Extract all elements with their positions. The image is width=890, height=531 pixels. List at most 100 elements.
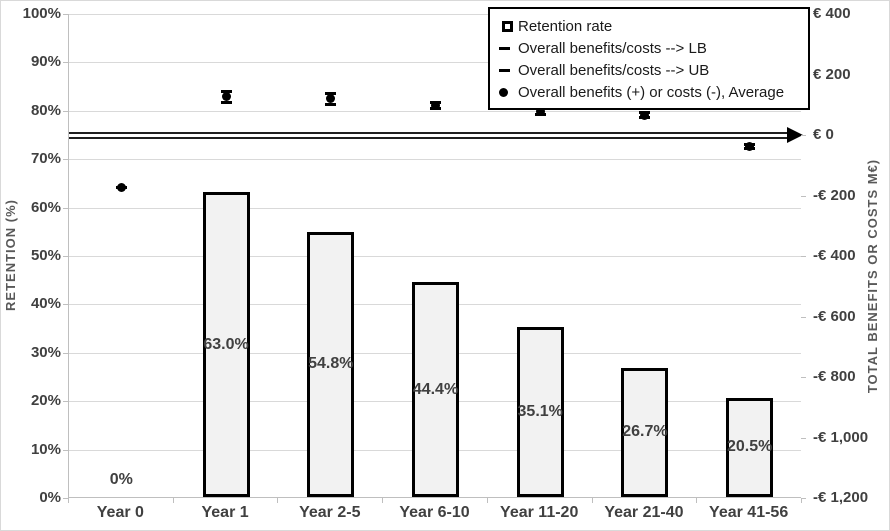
legend-item-retention-rate[interactable]: Retention rate xyxy=(498,15,800,37)
x-axis-tickmark xyxy=(801,498,802,503)
dash-glyph xyxy=(499,68,510,72)
legend: Retention rate Overall benefits/costs -->… xyxy=(488,7,810,110)
right-axis-tickmark xyxy=(801,135,806,136)
left-axis-tickmark xyxy=(63,498,68,499)
left-axis-tick-label: 90% xyxy=(30,53,61,71)
overall-benefits-costs-lb-marker xyxy=(220,100,232,104)
bar-label-year-1: 63.0% xyxy=(203,335,249,353)
right-axis-tick-label: -€ 600 xyxy=(813,307,856,325)
gridline xyxy=(69,62,801,64)
x-axis-label-year-0: Year 0 xyxy=(96,504,144,521)
overall-benefits-or-costs-average-marker xyxy=(221,92,231,102)
x-axis-label-year-21-40: Year 21-40 xyxy=(604,504,684,521)
right-axis-tick-label: -€ 800 xyxy=(813,368,856,385)
x-axis-tickmark xyxy=(382,498,384,503)
overall-benefits-or-costs-average-marker xyxy=(326,94,336,104)
left-axis-title: RETENTION (%) xyxy=(3,198,18,311)
bar-label-year-6-10: 44.4% xyxy=(412,380,459,398)
left-axis-tickmark xyxy=(63,14,68,15)
circle-glyph xyxy=(499,87,508,97)
x-axis-tickmark xyxy=(591,498,593,503)
legend-item-label: Overall benefits/costs --> LB xyxy=(518,39,707,57)
left-axis-tick-label: 70% xyxy=(30,150,61,168)
overall-benefits-or-costs-average-marker xyxy=(535,106,545,116)
bar-year-1[interactable] xyxy=(202,192,250,497)
right-axis-tickmark xyxy=(801,437,806,439)
gridline xyxy=(69,110,801,112)
left-axis-tick-label: 10% xyxy=(30,440,61,458)
x-axis-tickmark xyxy=(277,498,279,503)
dash-marker-icon xyxy=(498,46,518,50)
x-axis-tickmark xyxy=(486,498,488,503)
left-axis-tickmark xyxy=(63,352,68,354)
right-axis-tick-label: -€ 1,000 xyxy=(813,428,869,446)
x-axis-label-year-41-56: Year 41-56 xyxy=(709,504,789,521)
overall-benefits-or-costs-average-marker xyxy=(116,183,126,193)
overall-benefits-or-costs-average-marker xyxy=(431,101,440,111)
left-axis-tickmark xyxy=(63,256,68,257)
right-axis-tickmark xyxy=(801,498,806,499)
right-axis-tick-label: € 400 xyxy=(813,5,851,22)
gridline xyxy=(69,159,801,161)
left-axis-tickmark xyxy=(63,401,68,403)
bar-label-year-2-5: 54.8% xyxy=(308,355,354,373)
bar-label-year-0: 0% xyxy=(109,471,133,488)
x-axis-label-year-2-5: Year 2-5 xyxy=(299,504,361,521)
right-axis-tick-label: -€ 1,200 xyxy=(813,489,869,506)
left-axis-tickmark xyxy=(63,62,68,64)
left-axis-tickmark xyxy=(63,110,68,112)
right-axis-title: TOTAL BENEFITS OR COSTS M€) xyxy=(865,158,880,394)
left-axis-tick-label: 40% xyxy=(30,295,61,313)
right-axis-tick-label: -€ 400 xyxy=(813,247,856,264)
left-axis-tick-label: 100% xyxy=(22,5,61,22)
right-axis-tickmark xyxy=(801,377,806,378)
square-marker-icon xyxy=(498,20,518,32)
right-axis-tickmark xyxy=(801,256,806,257)
legend-item-overall-benefits-costs-lb[interactable]: Overall benefits/costs --> LB xyxy=(498,37,800,59)
right-axis-tickmark xyxy=(801,316,806,318)
overall-benefits-or-costs-average-marker xyxy=(745,141,755,151)
legend-item-overall-benefits-or-costs-average[interactable]: Overall benefits (+) or costs (-), Avera… xyxy=(498,81,800,103)
legend-item-overall-benefits-costs-ub[interactable]: Overall benefits/costs --> UB xyxy=(498,59,800,81)
overall-benefits-costs-ub-marker xyxy=(220,89,232,93)
legend-item-label: Overall benefits (+) or costs (-), Avera… xyxy=(518,83,785,101)
overall-benefits-costs-ub-marker xyxy=(325,92,337,96)
bar-year-21-40[interactable] xyxy=(621,367,669,497)
x-axis-tickmark xyxy=(172,498,174,503)
left-axis-tick-label: 30% xyxy=(30,343,61,361)
bar-label-year-21-40: 26.7% xyxy=(622,423,668,441)
bar-year-41-56[interactable] xyxy=(726,397,774,497)
left-axis-tickmark xyxy=(63,207,68,209)
left-axis-tick-label: 60% xyxy=(30,198,61,216)
gridline xyxy=(69,14,801,15)
dash-marker-icon xyxy=(498,68,518,72)
plot-area: 0% 63.0% 54.8% 44.4% 35.1% 26.7% 20.5% xyxy=(68,14,803,498)
x-axis-tickmark xyxy=(68,498,69,503)
left-axis-tickmark xyxy=(63,159,68,161)
bar-year-11-20[interactable] xyxy=(516,327,564,497)
zero-line xyxy=(69,131,788,139)
x-axis-label-year-1: Year 1 xyxy=(201,504,249,521)
x-axis-label-year-6-10: Year 6-10 xyxy=(399,504,470,521)
right-axis-tick-label: € 200 xyxy=(813,65,851,83)
left-axis-tick-label: 80% xyxy=(30,101,61,119)
right-axis-tick-label: -€ 200 xyxy=(813,186,856,204)
x-axis-tickmark xyxy=(696,498,698,503)
x-axis-label-year-11-20: Year 11-20 xyxy=(500,504,579,521)
legend-item-label: Retention rate xyxy=(518,17,613,35)
left-axis-tick-label: 20% xyxy=(30,392,61,410)
right-axis-tickmark xyxy=(801,195,806,197)
left-axis-tickmark xyxy=(63,304,68,306)
dash-glyph xyxy=(499,46,510,50)
left-axis-tickmark xyxy=(63,449,68,451)
left-axis-tick-label: 0% xyxy=(39,489,61,506)
right-axis-tick-label: € 0 xyxy=(813,126,834,143)
legend-item-label: Overall benefits/costs --> UB xyxy=(518,61,710,79)
left-axis-tick-label: 50% xyxy=(30,247,61,264)
zero-line-arrowhead-icon xyxy=(787,127,803,143)
bar-label-year-41-56: 20.5% xyxy=(726,438,773,456)
gridline xyxy=(69,256,801,257)
bar-year-2-5[interactable] xyxy=(307,231,355,497)
bar-year-6-10[interactable] xyxy=(412,282,459,497)
